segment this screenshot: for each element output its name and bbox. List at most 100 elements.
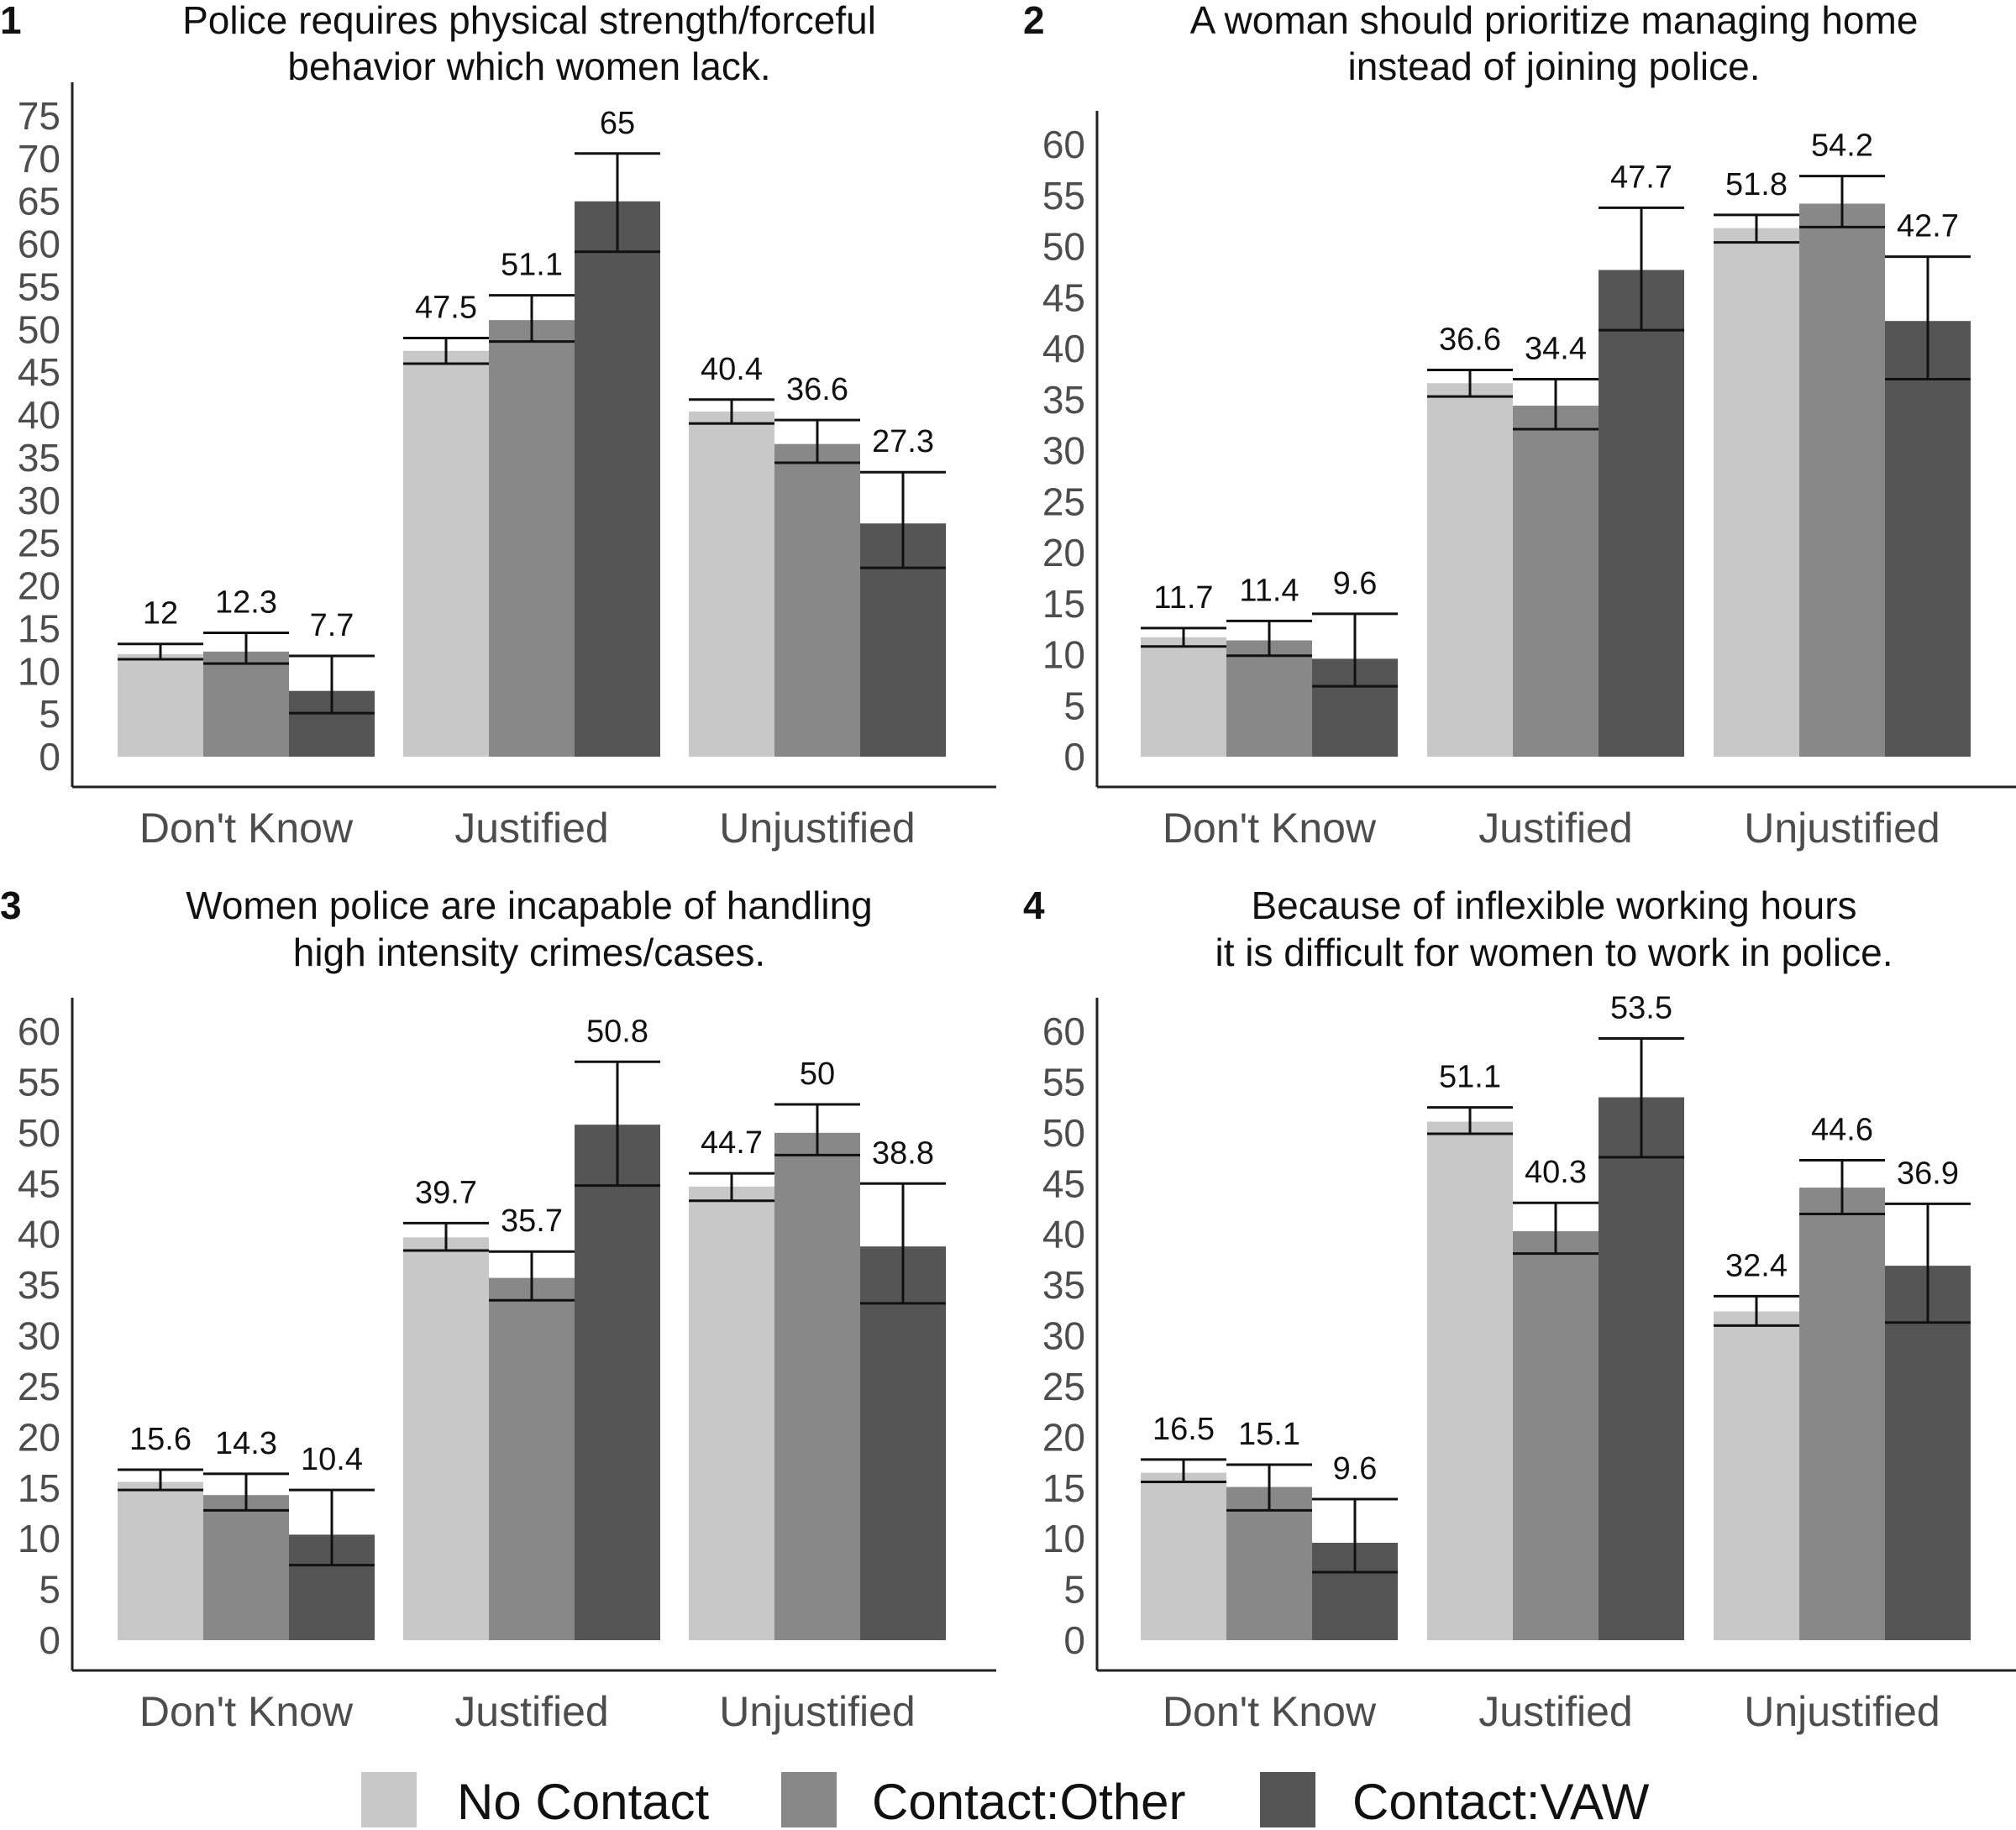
legend-swatch (781, 1772, 837, 1827)
panel-title-line-1: Women police are incapable of handling (186, 884, 872, 927)
panel-number: 4 (1023, 884, 1045, 927)
bar-contact-vaw (1599, 270, 1684, 757)
y-tick-label: 60 (18, 223, 60, 266)
category-label: Don't Know (139, 1688, 354, 1735)
y-tick-label: 50 (1042, 225, 1085, 269)
legend-label: No Contact (457, 1774, 709, 1830)
data-label: 39.7 (415, 1175, 477, 1210)
data-label: 38.8 (872, 1135, 934, 1171)
y-tick-label: 55 (18, 1060, 60, 1104)
y-tick-label: 45 (18, 1161, 60, 1205)
data-label: 34.4 (1525, 331, 1587, 366)
y-tick-label: 50 (1042, 1111, 1085, 1155)
bar-contact-vaw (575, 201, 660, 757)
y-tick-label: 40 (1042, 327, 1085, 370)
y-tick-label: 55 (1042, 174, 1085, 218)
y-tick-label: 35 (18, 436, 60, 480)
category-label: Unjustified (719, 1688, 915, 1735)
bar-contact-other (1513, 1231, 1599, 1640)
category-label: Unjustified (1744, 1688, 1940, 1735)
legend-swatch (361, 1772, 417, 1827)
y-tick-label: 45 (1042, 275, 1085, 319)
legend-label: Contact:VAW (1352, 1774, 1650, 1830)
data-label: 40.4 (701, 352, 763, 387)
y-tick-label: 25 (18, 522, 60, 565)
bar-contact-other (203, 651, 289, 757)
data-label: 51.1 (1439, 1060, 1501, 1095)
bar-no-contact (1427, 383, 1513, 757)
bar-contact-vaw (1885, 1266, 1971, 1640)
data-label: 54.2 (1811, 128, 1873, 164)
category-label: Don't Know (1163, 805, 1377, 852)
bar-no-contact (1714, 1311, 1799, 1640)
bar-no-contact (403, 350, 489, 757)
y-tick-label: 40 (1042, 1213, 1085, 1256)
data-label: 47.5 (415, 291, 477, 326)
y-tick-label: 20 (1042, 1415, 1085, 1459)
y-tick-label: 55 (1042, 1060, 1085, 1104)
y-tick-label: 5 (39, 1568, 60, 1612)
data-label: 44.6 (1811, 1112, 1873, 1147)
bar-contact-other (489, 320, 575, 757)
category-label: Don't Know (139, 805, 354, 852)
category-label: Justified (1478, 1688, 1632, 1735)
category-label: Don't Know (1163, 1688, 1377, 1735)
legend-swatch (1260, 1772, 1315, 1827)
y-tick-label: 65 (18, 180, 60, 223)
data-label: 27.3 (872, 424, 934, 459)
data-label: 11.7 (1153, 580, 1213, 616)
bar-contact-vaw (1599, 1097, 1684, 1640)
bar-contact-vaw (1885, 321, 1971, 757)
data-label: 12 (143, 596, 178, 632)
bar-contact-other (1513, 406, 1599, 757)
y-tick-label: 55 (18, 265, 60, 308)
y-tick-label: 0 (1063, 735, 1085, 779)
bar-contact-other (774, 443, 860, 757)
y-tick-label: 15 (1042, 1466, 1085, 1510)
bar-no-contact (689, 1186, 774, 1640)
legend: No Contact Contact:Other Contact:VAW (361, 1772, 1650, 1830)
y-tick-label: 45 (18, 350, 60, 394)
y-tick-label: 30 (1042, 429, 1085, 473)
bar-contact-vaw (575, 1125, 660, 1640)
y-tick-label: 10 (18, 1517, 60, 1560)
y-tick-label: 20 (18, 564, 60, 608)
y-tick-label: 60 (1042, 123, 1085, 166)
panel-title-line-2: behavior which women lack. (287, 45, 770, 88)
category-label: Unjustified (1744, 805, 1940, 852)
y-tick-label: 15 (18, 1466, 60, 1510)
bar-no-contact (689, 411, 774, 757)
y-tick-label: 5 (1063, 684, 1085, 727)
panel-title-line-1: Police requires physical strength/forcef… (182, 0, 876, 42)
data-label: 11.4 (1239, 573, 1299, 608)
data-label: 9.6 (1333, 1451, 1378, 1487)
category-label: Unjustified (719, 805, 915, 852)
y-tick-label: 0 (39, 1618, 60, 1662)
y-tick-label: 25 (18, 1365, 60, 1408)
y-tick-label: 0 (39, 735, 60, 779)
panel-2: 2 A woman should prioritize managing home… (1023, 0, 2016, 852)
bar-no-contact (1141, 637, 1226, 757)
y-tick-label: 35 (1042, 378, 1085, 422)
panel-title-line-2: it is difficult for women to work in pol… (1215, 931, 1893, 974)
bar-no-contact (118, 653, 203, 757)
y-tick-label: 0 (1063, 1618, 1085, 1662)
data-label: 35.7 (501, 1203, 563, 1239)
data-label: 65 (600, 106, 635, 141)
bar-no-contact (403, 1237, 489, 1640)
category-label: Justified (454, 1688, 608, 1735)
data-label: 36.6 (786, 372, 848, 407)
y-tick-label: 35 (18, 1263, 60, 1307)
y-tick-label: 30 (18, 1314, 60, 1358)
bar-contact-other (1799, 203, 1885, 758)
data-label: 7.7 (310, 608, 354, 643)
panel-3: 3 Women police are incapable of handlingh… (0, 884, 996, 1735)
y-tick-label: 30 (18, 479, 60, 522)
y-tick-label: 45 (1042, 1161, 1085, 1205)
bar-contact-other (774, 1132, 860, 1640)
panel-number: 3 (0, 884, 22, 927)
data-label: 16.5 (1152, 1412, 1215, 1447)
category-label: Justified (1478, 805, 1632, 852)
